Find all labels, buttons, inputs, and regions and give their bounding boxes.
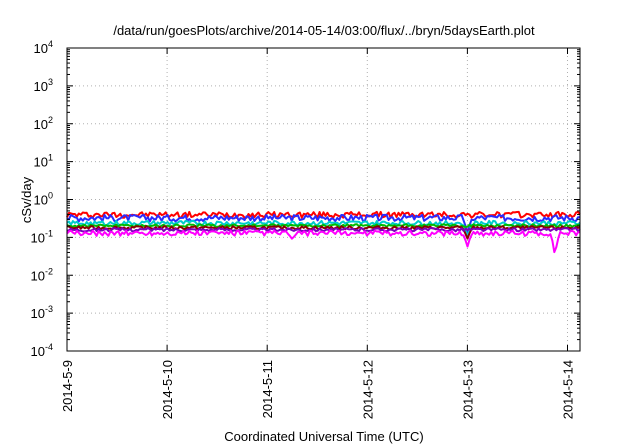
chart-title: /data/run/goesPlots/archive/2014-05-14/0… xyxy=(113,23,535,38)
y-tick-label: 10-3 xyxy=(31,304,53,321)
y-tick-label: 10-4 xyxy=(31,342,53,359)
y-axis-label: cSv/day xyxy=(19,176,34,223)
series-line xyxy=(67,213,581,235)
x-axis-label: Coordinated Universal Time (UTC) xyxy=(224,429,423,444)
x-tick-label: 2014-5-9 xyxy=(60,360,75,412)
series-lines xyxy=(66,210,581,254)
grid xyxy=(67,48,580,351)
y-axis: 10-4 10-3 10-2 10-1 100 101 102 103 104 xyxy=(31,39,580,359)
y-tick-label: 10-2 xyxy=(31,266,53,283)
y-tick-label: 103 xyxy=(34,77,53,94)
x-tick-label: 2014-5-11 xyxy=(260,360,275,418)
y-tick-label: 101 xyxy=(34,153,53,170)
y-tick-label: 10-1 xyxy=(31,228,53,245)
x-tick-label: 2014-5-13 xyxy=(460,360,475,419)
series-line xyxy=(66,210,581,219)
x-axis: 2014-5-9 2014-5-10 2014-5-11 2014-5-12 2014-… xyxy=(60,48,575,419)
series-line xyxy=(66,223,581,228)
x-tick-label: 2014-5-14 xyxy=(560,360,575,419)
x-tick-label: 2014-5-10 xyxy=(160,360,175,419)
x-tick-label: 2014-5-12 xyxy=(360,360,375,419)
series-line xyxy=(66,229,580,254)
y-tick-label: 102 xyxy=(34,115,53,132)
y-tick-label: 104 xyxy=(34,39,53,56)
y-tick-label: 100 xyxy=(34,191,53,208)
